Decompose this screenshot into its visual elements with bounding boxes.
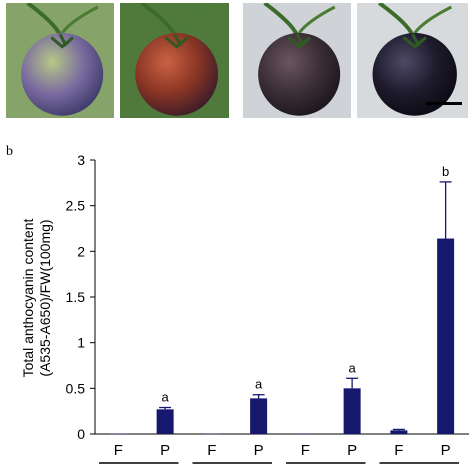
tomato-photo-1 xyxy=(6,3,114,118)
y-tick-label: 2.5 xyxy=(66,198,86,214)
significance-label: a xyxy=(349,360,357,375)
significance-label: b xyxy=(442,164,449,179)
bar xyxy=(437,238,455,434)
bar xyxy=(343,388,361,434)
x-tick-label: P xyxy=(347,442,357,459)
significance-label: a xyxy=(255,377,263,392)
y-tick-label: 0 xyxy=(77,426,85,442)
x-tick-label: F xyxy=(301,442,310,459)
bar-chart: 0 0.5 1 1.5 2 2.5 3 Fa P Fa P Fa P Fb P xyxy=(66,152,469,464)
bar xyxy=(250,398,268,434)
bar xyxy=(390,430,408,434)
x-tick-label: P xyxy=(160,442,170,459)
y-tick-label: 1.5 xyxy=(66,289,86,305)
significance-label: a xyxy=(162,390,170,405)
y-tick-label: 2 xyxy=(77,243,85,259)
x-tick-label: P xyxy=(441,442,451,459)
y-tick-label: 3 xyxy=(77,152,85,168)
y-tick-label: 0.5 xyxy=(66,380,86,396)
tomato-photo-2 xyxy=(120,3,229,118)
x-tick-label: F xyxy=(114,442,123,459)
y-tick-label: 1 xyxy=(77,335,85,351)
x-tick-label: F xyxy=(394,442,403,459)
bar xyxy=(156,409,174,434)
x-tick-label: P xyxy=(254,442,264,459)
tomato-photo-4 xyxy=(357,3,468,118)
bar xyxy=(109,433,127,435)
bar xyxy=(296,433,314,435)
tomato-photo-3 xyxy=(243,3,351,118)
bar xyxy=(203,433,221,435)
x-tick-label: F xyxy=(207,442,216,459)
panel-label: b xyxy=(6,144,13,159)
